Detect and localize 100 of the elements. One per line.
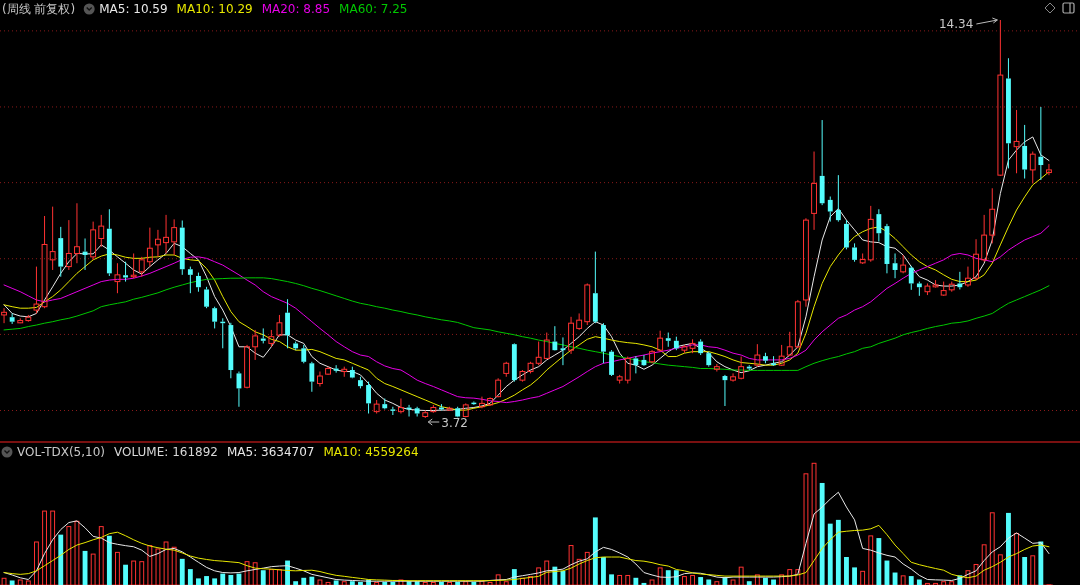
bar — [981, 544, 987, 585]
bar — [811, 462, 817, 585]
bar — [147, 545, 153, 585]
bar — [487, 581, 493, 585]
bar — [382, 581, 388, 585]
bar — [58, 534, 64, 585]
bar — [738, 566, 744, 585]
bar — [787, 569, 793, 585]
annotation: 14.34 — [938, 17, 974, 31]
bar — [252, 562, 258, 585]
bar — [1014, 532, 1019, 585]
bar — [520, 577, 525, 585]
bar — [673, 570, 679, 585]
bar — [941, 581, 947, 585]
bar — [398, 579, 404, 585]
bar — [771, 579, 776, 585]
bar — [163, 541, 169, 585]
chart-title: VOL-TDX(5,10) — [17, 445, 106, 459]
bar — [212, 578, 218, 585]
bar — [633, 577, 639, 585]
bar — [609, 574, 614, 585]
bar — [66, 526, 72, 585]
bar — [997, 554, 1003, 585]
bar — [317, 579, 323, 585]
bar — [50, 510, 56, 585]
bar — [390, 581, 396, 585]
bar — [447, 581, 452, 585]
bar — [115, 551, 120, 585]
text: MA10: 4559264 — [323, 445, 419, 459]
bar — [17, 579, 23, 585]
bar — [422, 581, 428, 585]
bar — [876, 538, 882, 585]
bar — [973, 563, 979, 585]
bar — [268, 569, 274, 585]
bar — [649, 579, 655, 585]
bar — [495, 574, 501, 585]
bar — [714, 581, 720, 585]
text: MA60: 7.25 — [339, 2, 408, 16]
bar — [916, 579, 922, 585]
bar — [908, 576, 914, 585]
text: MA5: 10.59 — [99, 2, 168, 16]
bar — [844, 557, 849, 585]
bar — [657, 567, 663, 585]
bar — [803, 473, 809, 585]
bar — [430, 581, 436, 585]
bar — [625, 574, 631, 585]
bar — [763, 577, 768, 585]
bar — [228, 574, 234, 585]
chart-title: (周线 前复权) — [2, 2, 76, 16]
bar — [196, 578, 201, 585]
bar — [795, 569, 801, 585]
bar — [949, 581, 955, 585]
bar — [1030, 555, 1036, 585]
bar — [682, 576, 687, 585]
bar — [503, 581, 509, 585]
bar — [617, 574, 623, 585]
bar — [309, 576, 315, 585]
bar — [374, 581, 380, 585]
bar — [779, 574, 785, 585]
text: MA10: 10.29 — [176, 2, 253, 16]
bar — [827, 523, 833, 585]
bar — [819, 482, 825, 585]
bar — [698, 577, 704, 585]
bar — [260, 570, 266, 585]
bar — [179, 558, 185, 585]
bar — [106, 535, 112, 585]
bar — [131, 560, 137, 585]
bar — [690, 574, 695, 585]
bar — [706, 579, 712, 585]
bar — [244, 561, 250, 585]
bar — [900, 575, 906, 585]
bar — [965, 570, 971, 585]
bar — [123, 564, 128, 585]
bar — [9, 580, 15, 585]
bar — [1038, 541, 1044, 585]
bar — [98, 526, 104, 585]
bar — [293, 581, 299, 585]
bar — [325, 581, 331, 585]
bar — [989, 512, 995, 585]
bar — [277, 569, 282, 585]
text: VOLUME: 161892 — [114, 445, 218, 459]
bar — [1, 577, 7, 585]
bar — [139, 561, 145, 585]
bar — [576, 558, 582, 585]
bar — [835, 519, 841, 585]
bar — [349, 581, 355, 585]
bar — [868, 535, 874, 585]
bar — [439, 581, 444, 585]
bar — [455, 581, 461, 585]
bar — [471, 581, 477, 585]
bar — [285, 560, 290, 585]
bar — [601, 557, 606, 585]
bar — [544, 560, 550, 585]
bar — [665, 570, 671, 585]
text: MA5: 3634707 — [226, 445, 315, 459]
bar — [1006, 512, 1011, 585]
bar — [341, 581, 347, 585]
bar — [42, 510, 47, 585]
bar — [860, 570, 866, 585]
bar — [584, 551, 590, 585]
